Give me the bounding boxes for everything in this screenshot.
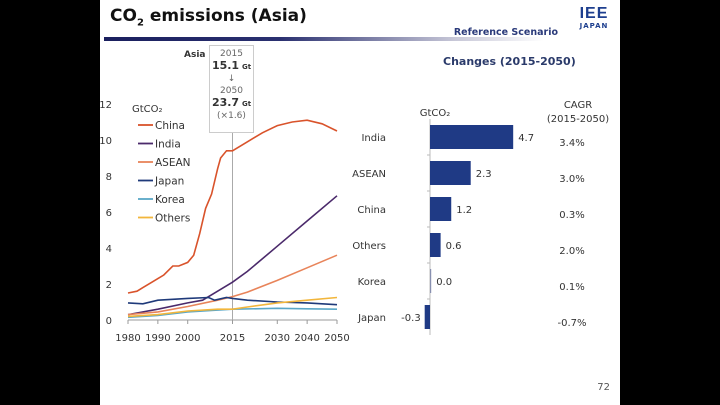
legend-label-japan: Japan (154, 176, 184, 188)
x-tick-label: 2040 (294, 333, 319, 344)
cagr-value: 0.1% (559, 282, 584, 293)
series-line-china (127, 119, 338, 294)
callout-value-2015: 15.1 Gt (211, 59, 252, 72)
cagr-header: CAGR (564, 100, 592, 111)
total-callout: 2015 15.1 Gt ↓ 2050 23.7 Gt (×1.6) (209, 45, 254, 133)
x-tick-label: 2015 (220, 333, 245, 344)
bar-korea (430, 269, 432, 293)
bar-chart-title: Changes (2015-2050) (443, 55, 576, 68)
legend-label-korea: Korea (155, 194, 185, 206)
iee-japan-logo: IEE JAPAN (579, 5, 609, 31)
bar-china (430, 197, 452, 221)
y-tick-label: 12 (100, 100, 112, 111)
bar-value-label: 4.7 (518, 133, 534, 144)
y-tick-label: 6 (106, 208, 112, 219)
bar-japan (424, 305, 430, 329)
legend-label-asean: ASEAN (155, 157, 191, 169)
bar-unit-label: GtCO₂ (420, 108, 451, 119)
x-tick-label: 1980 (115, 333, 140, 344)
title-divider (104, 37, 544, 41)
callout-value-2050: 23.7 Gt (211, 96, 252, 109)
charts-svg: 0 2 4 6 8 10 12 1980 1990 2000 2015 2030 2040 2050 GtC… (100, 100, 609, 344)
series-line-india (127, 195, 338, 316)
bar-category-label: Korea (358, 277, 386, 288)
callout-year-2050: 2050 (220, 86, 243, 96)
slide-title: CO2 emissions (Asia) (110, 6, 307, 29)
legend-label-india: India (155, 139, 181, 151)
x-tick-label: 2000 (175, 333, 200, 344)
cagr-value: -0.7% (557, 318, 586, 329)
series-line-asean (127, 254, 338, 316)
region-label: Asia (184, 50, 206, 60)
bar-value-label: -0.3 (401, 313, 421, 324)
bar-category-label: Japan (357, 313, 386, 324)
y-axis-unit: GtCO₂ (132, 104, 163, 115)
legend-label-china: China (155, 120, 185, 132)
series-line-others (127, 296, 338, 318)
x-tick-label: 1990 (145, 333, 170, 344)
cagr-value: 3.0% (559, 174, 584, 185)
callout-ratio: (×1.6) (217, 111, 246, 121)
bar-category-label: China (357, 205, 386, 216)
y-tick-label: 4 (106, 244, 112, 255)
scenario-label: Reference Scenario (453, 27, 558, 38)
y-tick-label: 8 (106, 172, 112, 183)
slide: CO2 emissions (Asia) Reference Scenario … (100, 0, 620, 405)
bar-category-label: India (361, 133, 386, 144)
y-tick-label: 10 (100, 136, 112, 147)
bar-asean (430, 161, 471, 185)
page-number: 72 (597, 382, 610, 393)
legend-label-others: Others (155, 213, 190, 225)
bar-category-label: Others (352, 241, 386, 252)
x-tick-label: 2030 (265, 333, 290, 344)
bar-value-label: 2.3 (476, 169, 492, 180)
bar-value-label: 0.6 (446, 241, 462, 252)
y-tick-label: 0 (106, 316, 112, 327)
bar-value-label: 1.2 (456, 205, 472, 216)
cagr-value: 3.4% (559, 138, 584, 149)
cagr-value: 2.0% (559, 246, 584, 257)
y-tick-label: 2 (106, 280, 112, 291)
bar-category-label: ASEAN (352, 169, 386, 180)
bar-value-label: 0.0 (436, 277, 452, 288)
bar-india (430, 125, 514, 149)
x-tick-label: 2050 (324, 333, 349, 344)
cagr-period: (2015-2050) (547, 114, 609, 125)
arrow-down-icon: ↓ (227, 74, 236, 84)
bar-others (430, 233, 441, 257)
cagr-value: 0.3% (559, 210, 584, 221)
callout-year-2015: 2015 (220, 49, 243, 59)
